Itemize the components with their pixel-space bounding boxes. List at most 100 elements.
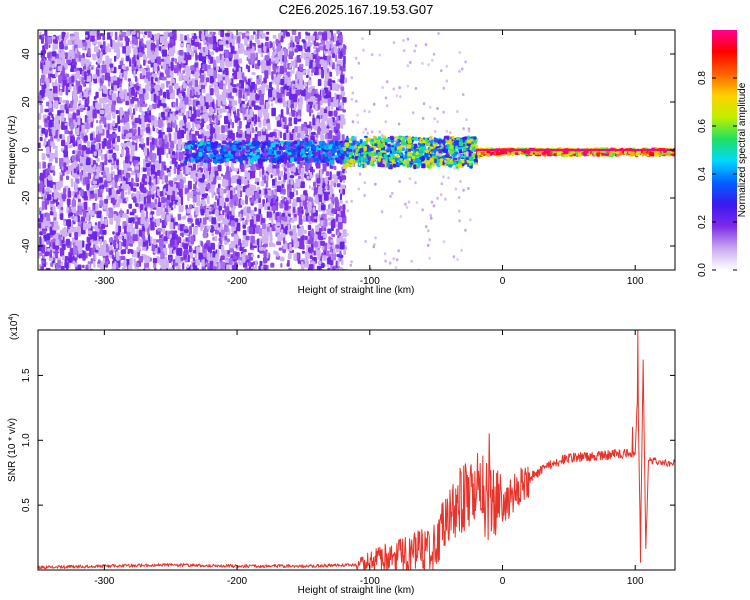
heatmap-cell — [239, 213, 242, 223]
heatmap-cell — [224, 206, 230, 213]
heatmap-cell — [93, 151, 97, 156]
heatmap-cell — [288, 122, 293, 127]
heatmap-cell — [238, 129, 243, 134]
heatmap-cell — [224, 78, 228, 86]
heatmap-cell — [101, 223, 106, 229]
heatmap-cell — [295, 190, 299, 196]
heatmap-cell — [57, 260, 61, 264]
heatmap-cell — [77, 267, 81, 270]
heatmap-cell — [38, 114, 41, 120]
heatmap-cell — [129, 108, 132, 117]
heatmap-cell — [170, 140, 175, 149]
heatmap-cell — [190, 65, 195, 71]
heatmap-cell — [159, 36, 165, 44]
heatmap-cell — [291, 30, 297, 35]
figure-title: C2E6.2025.167.19.53.G07 — [279, 2, 434, 17]
heatmap-cell — [320, 107, 324, 115]
heatmap-cell — [44, 108, 50, 113]
heatmap-cell — [143, 147, 148, 156]
heatmap-cell — [225, 259, 230, 264]
heatmap-cell — [136, 193, 140, 202]
heatmap-cell — [73, 242, 76, 248]
heatmap-cell — [143, 268, 146, 270]
heatmap-cell — [93, 232, 97, 241]
heatmap-cell — [322, 255, 327, 261]
heatmap-cell — [150, 221, 155, 231]
heatmap-cell — [68, 131, 73, 135]
heatmap-cell — [225, 32, 230, 37]
heatmap-cell — [280, 86, 284, 94]
heatmap-cell — [45, 60, 50, 65]
heatmap-cell — [117, 78, 121, 84]
heatmap-cell — [93, 164, 96, 169]
heatmap-cell — [130, 98, 135, 104]
heatmap-cell — [271, 71, 274, 80]
heatmap-cell — [162, 91, 167, 100]
heatmap-cell — [276, 84, 279, 92]
heatmap-cell — [38, 183, 43, 192]
heatmap-cell — [250, 254, 255, 258]
heatmap-cell — [330, 239, 334, 243]
heatmap-cell — [271, 102, 274, 107]
heatmap-cell — [94, 253, 97, 261]
heatmap-cell — [120, 249, 126, 255]
heatmap-cell — [321, 69, 324, 79]
heatmap-cell — [187, 192, 192, 198]
heatmap-cell — [285, 225, 288, 235]
heatmap-cell — [300, 132, 305, 140]
heatmap-cell — [309, 172, 313, 179]
heatmap-cell — [150, 42, 156, 51]
heatmap-cell — [264, 232, 269, 242]
heatmap-cell — [99, 200, 104, 207]
heatmap-cell — [259, 246, 264, 251]
heatmap-cell — [276, 201, 279, 211]
heatmap-cell — [285, 31, 290, 36]
heatmap-cell — [297, 115, 301, 120]
heatmap-cell — [139, 98, 144, 104]
heatmap-cell — [45, 220, 50, 226]
heatmap-cell — [282, 115, 285, 123]
heatmap-cell — [251, 72, 256, 76]
heatmap-cell — [251, 185, 256, 191]
heatmap-cell — [101, 184, 105, 190]
heatmap-cell — [97, 58, 102, 64]
heatmap-cell — [100, 51, 103, 60]
heatmap-cell — [52, 43, 56, 53]
heatmap-cell — [167, 172, 172, 177]
heatmap-cell — [305, 171, 309, 176]
heatmap-cell — [115, 251, 120, 260]
heatmap-cell — [130, 243, 133, 247]
heatmap-cell — [189, 248, 193, 252]
heatmap-cell — [176, 249, 182, 256]
heatmap-cell — [62, 85, 65, 93]
heatmap-cell — [254, 114, 258, 123]
heatmap-cell — [166, 214, 171, 222]
heatmap-cell — [49, 67, 53, 71]
heatmap-cell — [59, 214, 64, 220]
heatmap-cell — [90, 144, 96, 152]
heatmap-cell — [227, 253, 232, 257]
heatmap-cell — [261, 65, 265, 72]
heatmap-cell — [169, 256, 172, 262]
heatmap-cell — [267, 195, 271, 203]
heatmap-cell — [120, 183, 123, 187]
heatmap-cell — [108, 188, 112, 196]
heatmap-cell — [126, 142, 129, 147]
heatmap-cell — [120, 190, 125, 200]
heatmap-cell — [39, 31, 42, 36]
heatmap-cell — [87, 141, 91, 148]
heatmap-cell — [173, 30, 177, 39]
heatmap-cell — [162, 228, 166, 235]
heatmap-cell — [171, 57, 175, 62]
heatmap-cell — [197, 71, 200, 79]
heatmap-cell — [62, 79, 68, 86]
heatmap-cell — [154, 77, 158, 82]
heatmap-cell — [275, 222, 281, 227]
heatmap-cell — [209, 210, 212, 215]
heatmap-cell — [231, 232, 235, 237]
heatmap-cell — [41, 37, 44, 44]
heatmap-cell — [128, 264, 133, 270]
heatmap-cell — [113, 213, 117, 221]
heatmap-cell — [139, 41, 142, 50]
heatmap-cell — [41, 153, 46, 160]
